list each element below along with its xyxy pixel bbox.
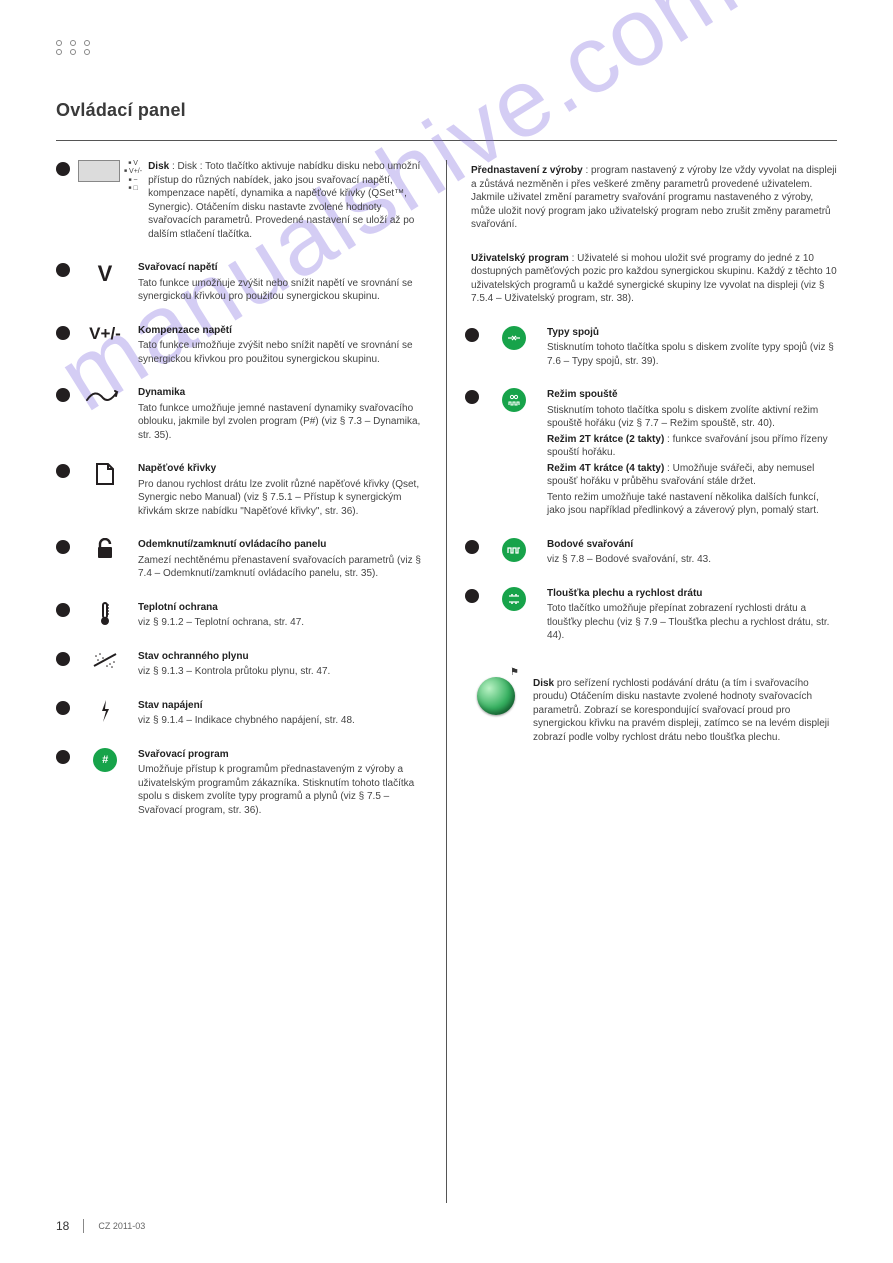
columns: V V+/- ~ □ Disk : Disk : Toto tlačítko a…: [56, 160, 837, 1203]
entry-gas: Stav ochranného plynuviz § 9.1.3 – Kontr…: [56, 650, 428, 681]
entry-menu: V V+/- ~ □ Disk : Disk : Toto tlačítko a…: [56, 160, 428, 243]
joint-button-icon: [487, 326, 541, 350]
entry-lock: Odemknutí/zamknutí ovládacího paneluZame…: [56, 538, 428, 583]
voltcomp-icon: V+/-: [78, 324, 132, 344]
bullet-icon: [56, 603, 70, 617]
title-rule: [56, 140, 837, 141]
footer: 18 CZ 2011-03: [56, 1219, 145, 1233]
entry-prog: # Svařovací programUmožňuje přístup k pr…: [56, 748, 428, 820]
entry-pwr: Stav napájeníviz § 9.1.4 – Indikace chyb…: [56, 699, 428, 730]
entry-dyn: DynamikaTato funkce umožňuje jemné nasta…: [56, 386, 428, 444]
bullet-icon: [56, 162, 70, 176]
entry-text: Přednastavení z výroby : program nastave…: [471, 164, 837, 234]
gas-icon: [78, 650, 132, 673]
volt-icon: V: [78, 261, 132, 287]
page-title: Ovládací panel: [56, 100, 186, 121]
entry-user: Uživatelský program : Uživatelé si mohou…: [465, 252, 837, 308]
entry-factory: Přednastavení z výroby : program nastave…: [465, 164, 837, 234]
logo-dots: [56, 40, 90, 58]
dial-knob-icon: ⚑: [465, 677, 527, 718]
bullet-icon: [465, 328, 479, 342]
page-icon: [78, 462, 132, 489]
column-left: V V+/- ~ □ Disk : Disk : Toto tlačítko a…: [56, 160, 447, 1203]
dynamics-icon: [78, 386, 132, 407]
bullet-icon: [56, 701, 70, 715]
bullet-icon: [465, 540, 479, 554]
bullet-icon: [56, 326, 70, 340]
bullet-icon: [56, 652, 70, 666]
entry-text: Uživatelský program : Uživatelé si mohou…: [471, 252, 837, 308]
entry-text: Disk : Disk : Toto tlačítko aktivuje nab…: [148, 160, 428, 243]
bullet-icon: [56, 540, 70, 554]
entry-text: Režim spouštěStisknutím tohoto tlačítka …: [547, 388, 837, 520]
page-number: 18: [56, 1219, 84, 1233]
bullet-icon: [465, 589, 479, 603]
thermometer-icon: [78, 601, 132, 630]
entry-trigger: Režim spouštěStisknutím tohoto tlačítka …: [465, 388, 837, 520]
entry-thick: Tloušťka plechu a rychlost drátuToto tla…: [465, 587, 837, 645]
spot-button-icon: [487, 538, 541, 562]
bullet-icon: [465, 390, 479, 404]
footer-text: CZ 2011-03: [98, 1221, 145, 1231]
program-button-icon: #: [78, 748, 132, 772]
bullet-icon: [56, 388, 70, 402]
entry-voltcomp: V+/- Kompenzace napětíTato funkce umožňu…: [56, 324, 428, 369]
bullet-icon: [56, 750, 70, 764]
column-right: Přednastavení z výroby : program nastave…: [447, 160, 837, 1203]
bolt-icon: [78, 699, 132, 726]
entry-volt: V Svařovací napětíTato funkce umožňuje z…: [56, 261, 428, 306]
lock-icon: [78, 538, 132, 563]
entry-curve: Napěťové křivkyPro danou rychlost drátu …: [56, 462, 428, 520]
entry-joint: Typy spojůStisknutím tohoto tlačítka spo…: [465, 326, 837, 371]
bullet-icon: [56, 263, 70, 277]
trigger-button-icon: [487, 388, 541, 412]
menu-rect-icon: V V+/- ~ □: [78, 160, 142, 194]
thickness-button-icon: [487, 587, 541, 611]
entry-dial: ⚑ Disk pro seřízení rychlosti podávání d…: [465, 677, 837, 747]
bullet-icon: [56, 464, 70, 478]
entry-temp: Teplotní ochranaviz § 9.1.2 – Teplotní o…: [56, 601, 428, 632]
entry-spot: Bodové svařováníviz § 7.8 – Bodové svařo…: [465, 538, 837, 569]
